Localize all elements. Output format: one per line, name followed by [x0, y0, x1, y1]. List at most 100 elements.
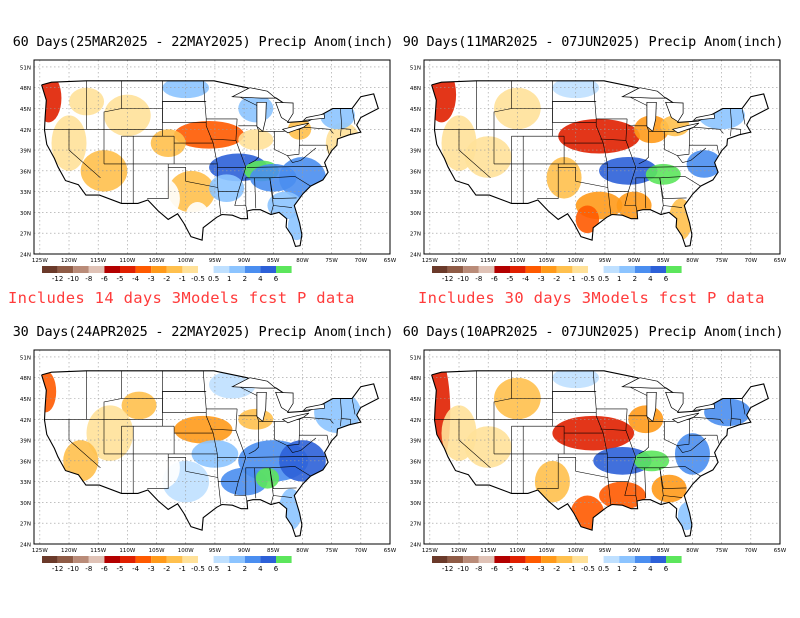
- legend-label: -8: [475, 275, 482, 283]
- lat-tick-label: 45N: [20, 107, 31, 113]
- state-line: [730, 108, 732, 137]
- legend-label: -3: [148, 275, 155, 283]
- legend-label: -1: [179, 565, 186, 573]
- state-line: [677, 437, 707, 453]
- lake: [665, 391, 684, 413]
- lon-tick-label: 65W: [384, 548, 397, 554]
- lon-tick-label: 75W: [325, 548, 338, 554]
- us-border: [431, 80, 769, 248]
- legend-label: -2: [163, 565, 170, 573]
- anomaly-patch: [185, 202, 210, 230]
- lake: [281, 412, 310, 424]
- legend-swatch: [666, 266, 682, 273]
- lon-tick-label: 80W: [296, 258, 309, 264]
- legend-label: -8: [85, 275, 92, 283]
- legend-label: 6: [664, 275, 669, 283]
- state-line: [254, 467, 274, 505]
- state-line: [340, 398, 342, 427]
- legend-label: 4: [648, 565, 653, 573]
- legend-swatch: [135, 266, 152, 273]
- lon-tick-label: 70W: [745, 548, 758, 554]
- legend-label: 2: [633, 565, 637, 573]
- legend-swatch: [182, 556, 198, 563]
- legend-label: -6: [101, 565, 109, 573]
- legend-label: 0.5: [208, 565, 219, 573]
- anomaly-patch: [674, 433, 710, 475]
- lat-tick-label: 39N: [410, 149, 421, 155]
- lon-tick-label: 75W: [715, 258, 728, 264]
- legend-label: 4: [258, 565, 263, 573]
- state-line: [273, 205, 293, 208]
- legend-label: -4: [132, 275, 140, 283]
- boundaries: [431, 80, 769, 248]
- lat-tick-label: 33N: [20, 480, 31, 486]
- legend-swatch: [57, 266, 74, 273]
- lon-tick-label: 70W: [355, 548, 368, 554]
- lon-tick-label: 125W: [422, 548, 438, 554]
- map-frame: [33, 349, 391, 545]
- legend-swatch: [634, 556, 651, 563]
- lon-tick-label: 120W: [451, 548, 467, 554]
- lat-tick-label: 30N: [20, 211, 31, 217]
- legend-swatch: [650, 266, 666, 273]
- lon-tick-label: 120W: [61, 258, 77, 264]
- legend-swatch: [229, 556, 245, 563]
- lat-tick-label: 45N: [410, 107, 421, 113]
- lat-tick-label: 51N: [20, 65, 31, 71]
- legend-swatch: [276, 556, 292, 563]
- legend-swatch: [494, 266, 510, 273]
- legend-label: -12: [442, 275, 453, 283]
- legend-swatch: [182, 266, 198, 273]
- lat-tick-label: 39N: [20, 439, 31, 445]
- legend-label: -4: [522, 275, 530, 283]
- legend-swatch: [260, 266, 276, 273]
- lon-tick-label: 85W: [657, 258, 670, 264]
- lat-tick-label: 30N: [20, 501, 31, 507]
- legend-swatch: [525, 556, 542, 563]
- anomaly-patch: [168, 170, 215, 213]
- anomaly-patch: [552, 80, 600, 99]
- legend-swatch: [57, 556, 74, 563]
- legend-swatch: [666, 556, 682, 563]
- forecast-note: Includes 30 days 3Models fcst P data: [418, 289, 765, 307]
- state-line: [558, 167, 608, 188]
- state-line: [659, 466, 701, 477]
- lat-tick-label: 27N: [20, 522, 31, 528]
- state-line: [269, 176, 311, 187]
- lon-tick-label: 115W: [90, 258, 106, 264]
- lat-tick-label: 42N: [20, 418, 31, 424]
- lat-tick-label: 39N: [410, 439, 421, 445]
- legend-swatch: [556, 266, 573, 273]
- lat-tick-label: 33N: [20, 190, 31, 196]
- lon-tick-label: 120W: [61, 548, 77, 554]
- lon-tick-label: 75W: [715, 548, 728, 554]
- state-line: [644, 177, 664, 215]
- legend-label: -3: [538, 275, 545, 283]
- lon-tick-label: 80W: [296, 548, 309, 554]
- lat-tick-label: 36N: [20, 169, 31, 175]
- lon-tick-label: 100W: [568, 548, 584, 554]
- state-line: [103, 370, 122, 420]
- legend-label: -8: [85, 565, 92, 573]
- legend-label: 6: [274, 275, 279, 283]
- state-line: [245, 467, 257, 499]
- lon-tick-label: 65W: [384, 258, 397, 264]
- state-line: [351, 108, 356, 125]
- anomaly-patch: [63, 440, 99, 482]
- legend-label: 2: [243, 565, 247, 573]
- state-line: [730, 398, 732, 427]
- legend-swatch: [541, 266, 557, 273]
- state-line: [147, 163, 169, 199]
- lon-tick-label: 95W: [599, 548, 612, 554]
- lake: [231, 87, 277, 99]
- lat-tick-label: 36N: [410, 459, 421, 465]
- lake: [692, 113, 715, 121]
- legend-label: -10: [457, 565, 468, 573]
- state-line: [493, 80, 512, 130]
- state-line: [636, 166, 717, 168]
- map-title: 30 Days(24APR2025 - 22MAY2025) Precip An…: [12, 324, 394, 340]
- lon-tick-label: 85W: [267, 548, 280, 554]
- legend-label: -3: [538, 565, 545, 573]
- map-frame: [423, 349, 781, 545]
